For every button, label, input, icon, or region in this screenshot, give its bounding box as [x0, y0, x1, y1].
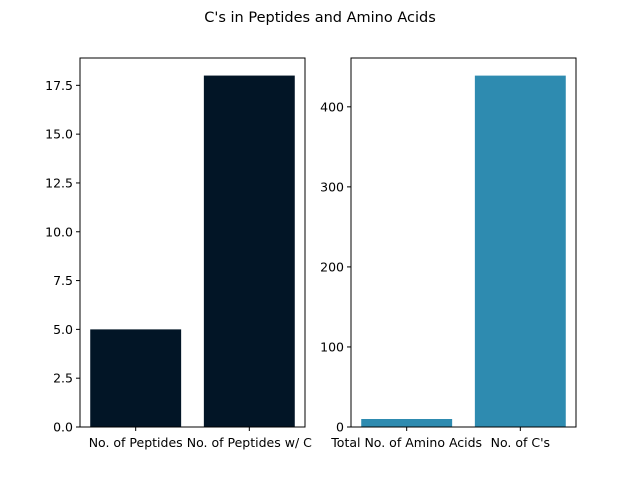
y-tick-label: 0	[336, 420, 344, 435]
bar-0-1	[203, 75, 295, 427]
y-tick-label: 12.5	[45, 175, 73, 190]
x-tick-label: Total No. of Amino Acids	[330, 435, 482, 450]
y-tick-label: 400	[320, 99, 344, 114]
y-tick-label: 2.5	[53, 371, 73, 386]
y-tick-label: 5.0	[53, 322, 73, 337]
y-tick-label: 15.0	[45, 127, 73, 142]
left-bar-chart: 0.0 2.5 5.0 7.5 10.0 12.5 15.0 17.5 No. of Pepti…	[45, 57, 312, 450]
bar-0-0	[90, 329, 182, 427]
axes-frame	[79, 57, 306, 428]
bar-1-0	[361, 419, 453, 427]
y-tick-label: 200	[320, 259, 344, 274]
right-bar-chart: 0 100 200 300 400 Total No. of Amino Acids No.…	[320, 57, 577, 450]
figure-title: C's in Peptides and Amino Acids	[204, 10, 436, 26]
y-tick-label: 7.5	[53, 273, 73, 288]
x-tick-label: No. of Peptides w/ C	[187, 435, 312, 450]
y-tick-label: 100	[320, 339, 344, 354]
y-tick-label: 17.5	[45, 78, 73, 93]
bar-1-1	[474, 75, 566, 428]
axes-frame	[350, 57, 577, 428]
x-tick-label: No. of C's	[491, 435, 550, 450]
y-tick-label: 0.0	[53, 420, 73, 435]
y-tick-label: 300	[320, 179, 344, 194]
y-tick-label: 10.0	[45, 224, 73, 239]
x-tick-label: No. of Peptides	[89, 435, 183, 450]
